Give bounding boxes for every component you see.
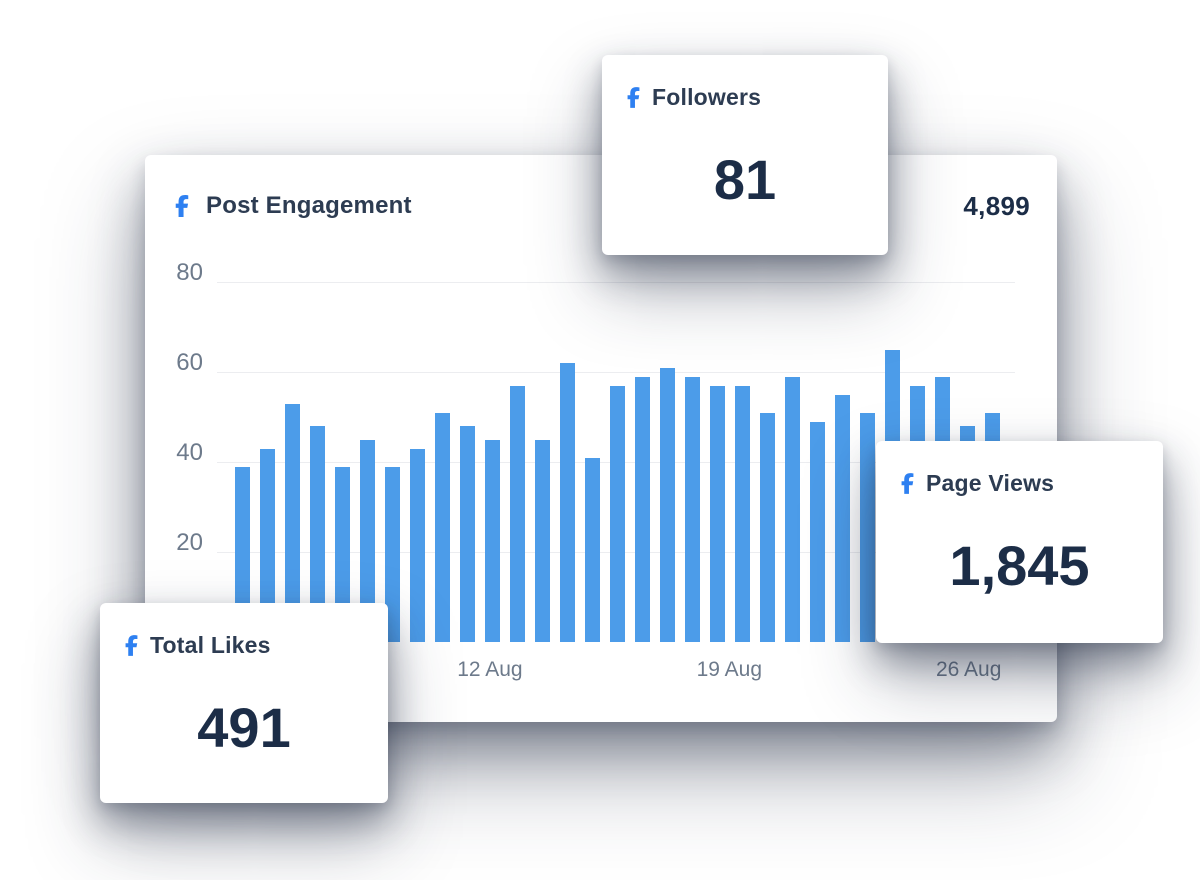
- bar[interactable]: [735, 385, 750, 642]
- page-views-header: Page Views: [901, 470, 1054, 497]
- bar[interactable]: [360, 439, 375, 642]
- bar[interactable]: [760, 412, 775, 642]
- gridline: [217, 282, 1015, 283]
- bar[interactable]: [835, 394, 850, 642]
- stat-label: Page Views: [926, 470, 1055, 496]
- bar[interactable]: [335, 466, 350, 642]
- bar[interactable]: [785, 376, 800, 642]
- facebook-icon: [175, 195, 189, 217]
- bar[interactable]: [310, 426, 325, 642]
- stat-label: Total Likes: [150, 632, 271, 658]
- page-views-card: Page Views 1,845: [876, 441, 1163, 643]
- bar[interactable]: [610, 385, 625, 642]
- followers-header: Followers: [627, 84, 761, 111]
- bar[interactable]: [435, 412, 450, 642]
- followers-card: Followers 81: [602, 55, 888, 255]
- bar[interactable]: [810, 421, 825, 642]
- facebook-icon: [125, 635, 138, 656]
- bar[interactable]: [660, 367, 675, 642]
- x-axis-label: 19 Aug: [696, 658, 763, 681]
- bar[interactable]: [635, 376, 650, 642]
- total-likes-header: Total Likes: [125, 632, 271, 659]
- y-axis-label: 60: [176, 349, 203, 376]
- x-axis-label: 12 Aug: [457, 658, 523, 681]
- bar[interactable]: [260, 448, 275, 642]
- bar[interactable]: [710, 385, 725, 642]
- bar[interactable]: [510, 385, 525, 642]
- facebook-icon: [901, 473, 914, 494]
- y-axis-label: 80: [176, 259, 203, 286]
- bar[interactable]: [560, 363, 575, 642]
- total-likes-card: Total Likes 491: [100, 603, 388, 803]
- y-axis-label: 20: [176, 529, 203, 556]
- card-title: Post Engagement: [206, 192, 412, 219]
- bar[interactable]: [285, 403, 300, 642]
- stat-value: 81: [713, 148, 777, 211]
- facebook-icon: [627, 87, 640, 108]
- bar[interactable]: [385, 466, 400, 642]
- bar[interactable]: [410, 448, 425, 642]
- bar[interactable]: [235, 466, 250, 642]
- bar[interactable]: [685, 376, 700, 642]
- stat-label: Followers: [652, 84, 762, 110]
- bar[interactable]: [860, 412, 875, 642]
- bar[interactable]: [535, 439, 550, 642]
- y-axis-label: 40: [176, 439, 203, 466]
- x-axis-label: 26 Aug: [936, 658, 1002, 681]
- bar[interactable]: [585, 457, 600, 642]
- gridline: [217, 372, 1015, 373]
- stat-value: 1,845: [949, 534, 1090, 597]
- bar[interactable]: [460, 426, 475, 642]
- post-engagement-header: Post Engagement: [175, 192, 412, 220]
- engagement-total: 4,899: [963, 191, 1030, 221]
- stat-value: 491: [197, 696, 291, 759]
- bar[interactable]: [485, 439, 500, 642]
